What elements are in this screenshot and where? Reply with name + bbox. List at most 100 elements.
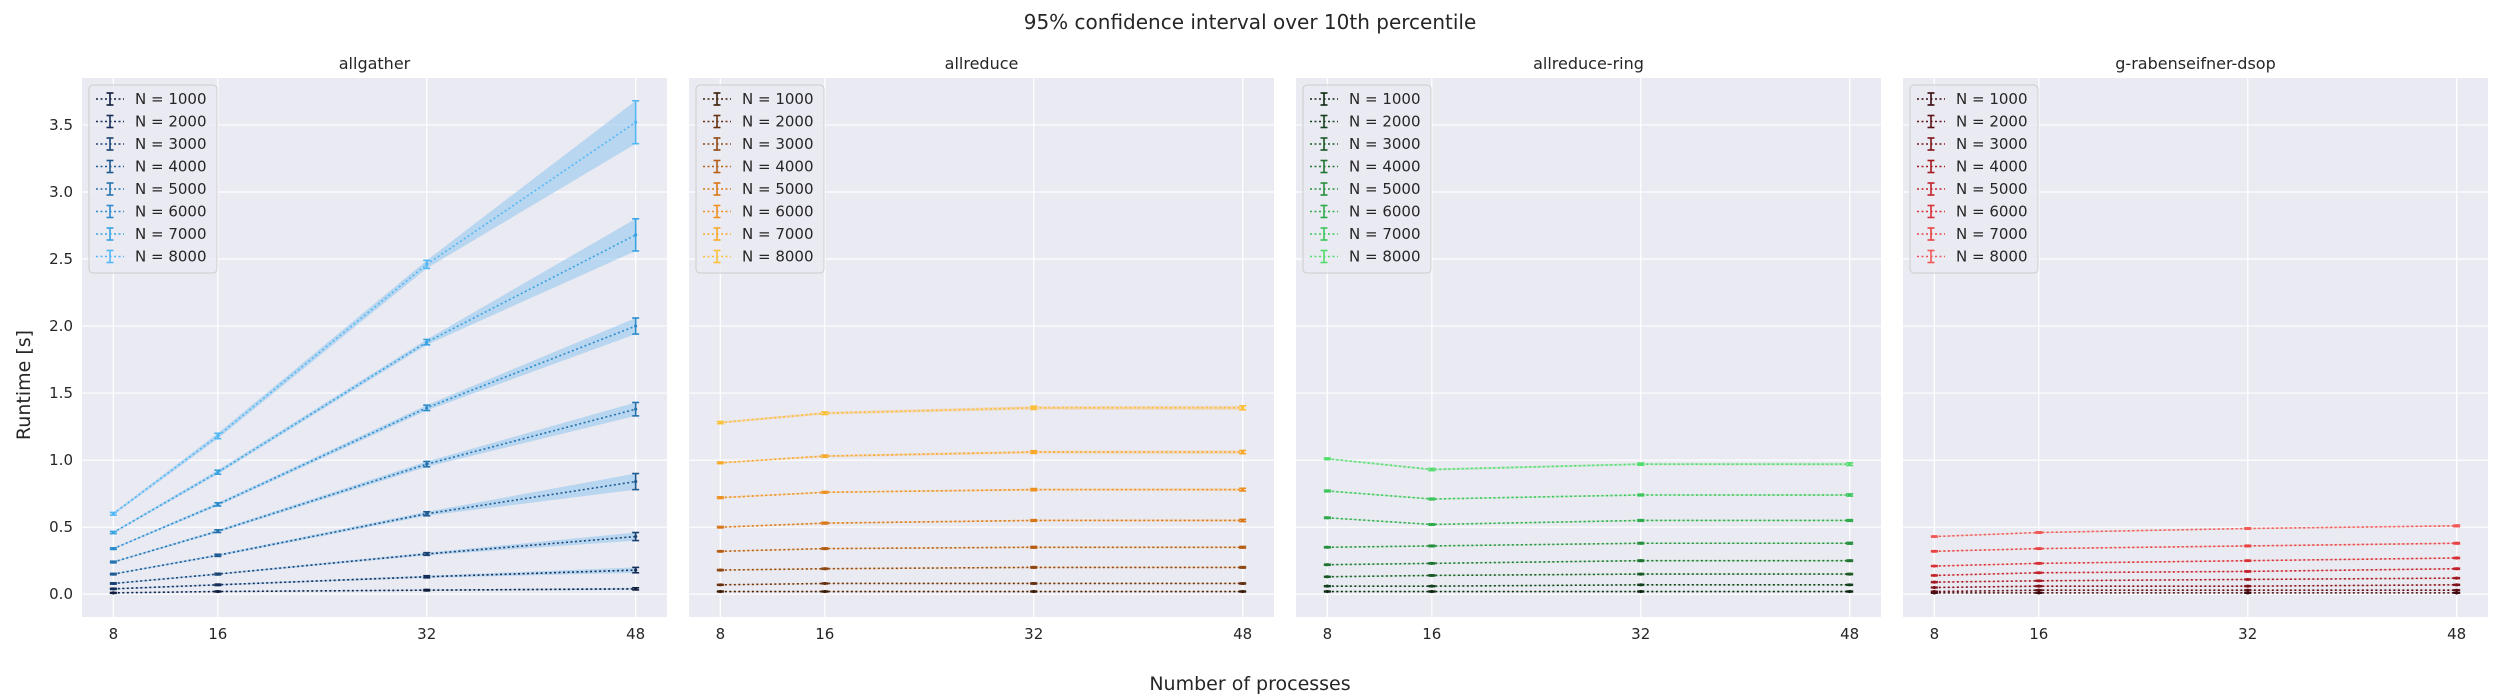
legend-item: N = 6000 <box>1917 203 2028 221</box>
data-point <box>216 434 220 438</box>
series-3 <box>1323 572 1854 579</box>
series-4 <box>109 472 640 576</box>
data-point <box>1848 589 1852 594</box>
legend: N = 1000 N = 2000 N = 3000 N = 4000 N = 5000… <box>88 84 218 274</box>
data-point <box>111 591 115 595</box>
data-point <box>823 521 827 525</box>
data-point <box>634 407 638 411</box>
data-point <box>1032 450 1036 454</box>
series-line <box>720 546 1243 553</box>
legend-label: N = 3000 <box>1956 135 2028 153</box>
series-line <box>1934 542 2457 553</box>
series-line <box>1934 557 2457 567</box>
x-tick-label: 16 <box>1422 625 1441 643</box>
data-point <box>1325 584 1329 588</box>
data-point <box>718 583 722 587</box>
data-point <box>1032 589 1036 594</box>
series-line <box>1327 584 1850 587</box>
data-point <box>1430 467 1434 472</box>
data-point <box>2246 577 2250 582</box>
data-point <box>1325 516 1329 520</box>
data-point <box>1325 589 1329 594</box>
series-1 <box>109 586 640 595</box>
y-tick-label: 3.5 <box>49 116 73 134</box>
x-tick-label: 8 <box>1930 625 1940 643</box>
series-line <box>1327 573 1850 578</box>
legend-label: N = 6000 <box>135 203 207 221</box>
legend-item: N = 7000 <box>703 225 814 243</box>
data-point <box>1932 573 1936 578</box>
data-point <box>823 411 827 415</box>
series-2 <box>1930 588 2461 594</box>
data-point <box>2246 584 2250 588</box>
series-1 <box>716 589 1247 594</box>
data-point <box>1032 565 1036 569</box>
data-point <box>634 324 638 328</box>
data-point <box>425 588 429 592</box>
figure-title: 95% confidence interval over 10th percen… <box>1024 10 1477 34</box>
data-point <box>2246 569 2250 574</box>
data-point <box>1430 561 1434 565</box>
data-point <box>1241 488 1245 492</box>
data-point <box>1241 581 1245 586</box>
confidence-band <box>113 100 636 516</box>
data-point <box>216 572 220 576</box>
data-point <box>2455 524 2459 528</box>
legend-item: N = 1000 <box>96 90 207 108</box>
series-2 <box>1323 583 1854 588</box>
data-point <box>1848 541 1852 545</box>
data-point <box>1241 406 1245 410</box>
data-point <box>1032 406 1036 410</box>
subplot-title: g-rabenseifner-dsop <box>2115 54 2275 73</box>
data-point <box>634 233 638 237</box>
legend-label: N = 5000 <box>1349 180 1421 198</box>
y-axis-label: Runtime [s] <box>13 330 35 440</box>
data-point <box>425 262 429 266</box>
series-6 <box>1323 516 1854 527</box>
series-5 <box>109 401 640 564</box>
data-point <box>718 525 722 529</box>
subplot-4: g-rabenseifner-dsop 8 16 32 48 N = 1000 N = 20… <box>1903 54 2488 643</box>
data-point <box>1932 549 1936 553</box>
series-line <box>112 121 637 515</box>
confidence-band <box>113 318 636 550</box>
data-point <box>1430 497 1434 501</box>
series-4 <box>716 545 1247 553</box>
legend-item: N = 2000 <box>1917 113 2028 131</box>
series-8 <box>1323 457 1854 472</box>
legend-item: N = 4000 <box>96 158 207 176</box>
data-point <box>634 120 638 124</box>
data-point <box>823 567 827 571</box>
legend: N = 1000 N = 2000 N = 3000 N = 4000 N = 5000… <box>1909 84 2039 274</box>
series-line <box>1934 589 2457 593</box>
data-point <box>1325 545 1329 549</box>
data-point <box>1241 450 1245 454</box>
legend-item: N = 7000 <box>96 225 207 243</box>
legend-box <box>695 84 825 274</box>
data-point <box>2037 561 2041 565</box>
x-tick-label: 8 <box>109 625 119 643</box>
data-point <box>1032 488 1036 492</box>
legend-item: N = 2000 <box>96 113 207 131</box>
data-point <box>1639 462 1643 466</box>
legend-label: N = 7000 <box>1349 225 1421 243</box>
data-point <box>1639 589 1643 594</box>
series-8 <box>109 99 640 516</box>
x-tick-label: 32 <box>417 625 436 643</box>
data-point <box>2455 588 2459 592</box>
legend-item: N = 6000 <box>703 203 814 221</box>
legend-label: N = 8000 <box>1349 248 1421 266</box>
data-point <box>1430 573 1434 578</box>
legend-item: N = 3000 <box>1917 135 2028 153</box>
data-point <box>1932 580 1936 584</box>
data-point <box>823 490 827 494</box>
data-point <box>1430 589 1434 594</box>
subplot-title: allreduce-ring <box>1533 54 1644 73</box>
legend-label: N = 5000 <box>1956 180 2028 198</box>
data-point <box>2455 567 2459 571</box>
legend-label: N = 5000 <box>742 180 814 198</box>
legend-item: N = 3000 <box>703 135 814 153</box>
legend: N = 1000 N = 2000 N = 3000 N = 4000 N = 5000… <box>695 84 825 274</box>
